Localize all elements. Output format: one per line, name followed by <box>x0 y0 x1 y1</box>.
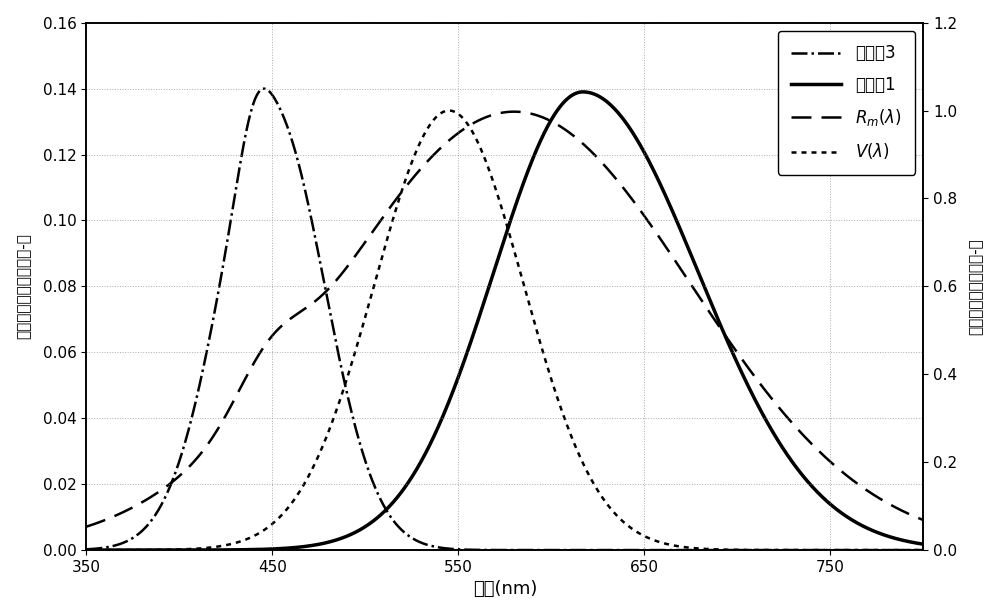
$V(\lambda)$ <box>408 152 420 159</box>
X-axis label: 波长(nm): 波长(nm) <box>473 581 537 598</box>
$V(\lambda)$ <box>446 107 458 114</box>
比较例3 <box>919 546 931 554</box>
比较例3 <box>229 192 241 200</box>
实施例1 <box>577 88 589 95</box>
Line: $R_m(\lambda)$: $R_m(\lambda)$ <box>86 112 942 526</box>
比较例3 <box>409 536 421 543</box>
$V(\lambda)$ <box>80 546 92 554</box>
$R_m(\lambda)$ <box>80 523 92 530</box>
$V(\lambda)$ <box>827 546 839 554</box>
$R_m(\lambda)$ <box>827 461 839 468</box>
Line: 比较例3: 比较例3 <box>86 89 942 550</box>
实施例1 <box>919 541 931 548</box>
实施例1 <box>408 469 420 477</box>
实施例1 <box>178 546 190 554</box>
$R_m(\lambda)$ <box>178 468 190 475</box>
实施例1 <box>229 546 241 554</box>
$R_m(\lambda)$ <box>936 523 948 530</box>
比较例3 <box>936 546 948 554</box>
实施例1 <box>445 391 457 399</box>
比较例3 <box>258 85 270 92</box>
比较例3 <box>827 546 839 554</box>
$V(\lambda)$ <box>443 107 455 114</box>
$R_m(\lambda)$ <box>229 395 241 403</box>
$V(\lambda)$ <box>936 546 948 554</box>
比较例3 <box>178 443 190 450</box>
比较例3 <box>446 546 458 553</box>
$V(\lambda)$ <box>919 546 931 554</box>
$R_m(\lambda)$ <box>508 108 520 116</box>
比较例3 <box>80 546 92 553</box>
$V(\lambda)$ <box>229 539 241 547</box>
$R_m(\lambda)$ <box>408 172 420 180</box>
$V(\lambda)$ <box>178 546 190 553</box>
实施例1 <box>827 503 839 510</box>
实施例1 <box>80 546 92 554</box>
Y-axis label: 发光装置的发光强度（-）: 发光装置的发光强度（-） <box>17 234 32 339</box>
Line: $V(\lambda)$: $V(\lambda)$ <box>86 111 942 550</box>
Legend: 比较例3, 实施例1, $R_m(\lambda)$, $V(\lambda)$: 比较例3, 实施例1, $R_m(\lambda)$, $V(\lambda)$ <box>778 31 915 175</box>
Line: 实施例1: 实施例1 <box>86 92 942 550</box>
Y-axis label: 作用曲线的敏感度（-）: 作用曲线的敏感度（-） <box>968 238 983 335</box>
实施例1 <box>936 543 948 550</box>
$R_m(\lambda)$ <box>445 135 457 142</box>
$R_m(\lambda)$ <box>919 517 931 525</box>
